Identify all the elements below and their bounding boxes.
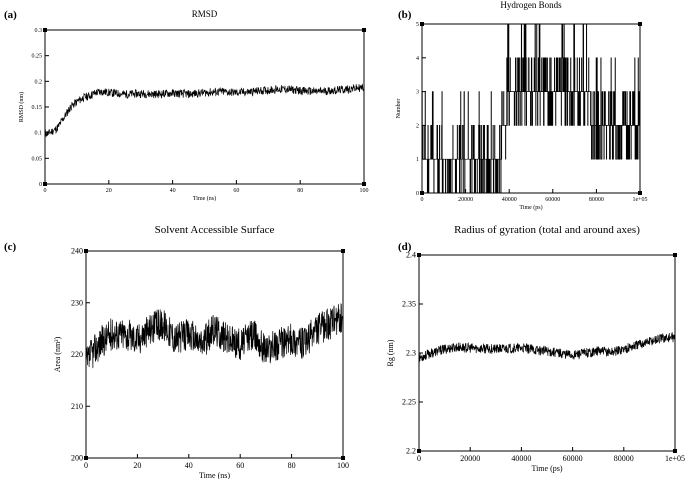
x-tick-label: 0: [417, 454, 421, 463]
x-tick-label: 0: [44, 188, 47, 194]
corner-marker: [417, 253, 421, 257]
corner-marker: [84, 456, 88, 460]
x-tick-label: 20: [106, 188, 112, 194]
panel-letter-c: (c): [4, 241, 17, 253]
chart-panel-3: Radius of gyration (total and around axe…: [386, 224, 685, 473]
y-tick-label: 5: [416, 22, 419, 28]
x-tick-label: 100: [337, 461, 349, 470]
chart-title: RMSD: [192, 9, 218, 19]
y-axis-label: RMSD (nm): [18, 92, 25, 122]
x-axis-label: Time (ps): [531, 464, 562, 473]
plot-frame: [44, 29, 365, 185]
x-tick-label: 1e+05: [665, 454, 685, 463]
panel-letter-d: (d): [398, 241, 412, 253]
y-tick-label: 0.15: [32, 105, 43, 111]
data-series-line: [44, 83, 365, 138]
chart-title: Radius of gyration (total and around axe…: [454, 224, 640, 236]
data-series-line: [85, 302, 344, 369]
x-tick-label: 80: [288, 461, 296, 470]
y-tick-label: 0.25: [32, 54, 43, 60]
y-tick-label: 2.2: [406, 447, 416, 456]
y-tick-label: 2.25: [402, 398, 416, 407]
y-tick-label: 2.4: [406, 251, 416, 260]
y-tick-label: 210: [71, 402, 83, 411]
corner-marker: [417, 449, 421, 453]
y-tick-label: 0: [416, 191, 419, 197]
corner-marker: [673, 253, 677, 257]
corner-marker: [362, 182, 366, 186]
x-tick-label: 1e+05: [632, 197, 647, 203]
x-tick-label: 80000: [614, 454, 634, 463]
plot-frame: [85, 250, 344, 459]
y-tick-label: 3: [416, 90, 419, 96]
y-tick-label: 230: [71, 298, 83, 307]
corner-marker: [84, 249, 88, 253]
x-tick-label: 40000: [511, 454, 531, 463]
y-tick-label: 0.05: [32, 156, 43, 162]
y-tick-label: 0.3: [35, 28, 43, 34]
x-tick-label: 40: [170, 188, 176, 194]
y-tick-label: 2: [416, 123, 419, 129]
x-tick-label: 60000: [545, 197, 560, 203]
y-tick-label: 0.2: [35, 79, 43, 85]
chart-panel-0: RMSD 0 20 40 60 80 100 0 0.05 0.1 0.15 0.2 0.25 0.3 Ti…: [18, 9, 369, 202]
y-tick-label: 4: [416, 56, 419, 62]
corner-marker: [420, 191, 424, 195]
y-tick-label: 220: [71, 350, 83, 359]
corner-marker: [638, 191, 642, 195]
y-tick-label: 0.1: [35, 131, 43, 137]
corner-marker: [673, 449, 677, 453]
data-series-line: [418, 332, 676, 363]
y-tick-label: 1: [416, 157, 419, 163]
y-tick-label: 2.3: [406, 349, 416, 358]
chart-title: Solvent Accessible Surface: [155, 224, 275, 236]
x-tick-label: 60: [236, 461, 244, 470]
x-tick-label: 20000: [460, 454, 480, 463]
x-tick-label: 80: [297, 188, 303, 194]
x-tick-label: 40: [185, 461, 193, 470]
x-axis-label: Time (ps): [519, 204, 542, 211]
corner-marker: [43, 182, 47, 186]
chart-title: Hydrogen Bonds: [500, 0, 562, 10]
x-axis-label: Time (ns): [193, 195, 216, 202]
x-tick-label: 20: [133, 461, 141, 470]
y-tick-label: 200: [71, 454, 83, 463]
x-tick-label: 60: [233, 188, 239, 194]
plot-frame: [418, 254, 676, 452]
x-axis-label: Time (ns): [199, 471, 230, 479]
y-axis-label: Number: [396, 99, 402, 119]
corner-marker: [362, 28, 366, 32]
x-tick-label: 100: [360, 188, 369, 194]
corner-marker: [341, 249, 345, 253]
x-tick-label: 0: [84, 461, 88, 470]
y-tick-label: 240: [71, 247, 83, 256]
y-axis-label: Area (nm²): [53, 336, 62, 372]
chart-panel-2: Solvent Accessible Surface 0 20 40 60 80 100 20…: [53, 224, 349, 479]
chart-panel-1: Hydrogen Bonds 0 20000 40000 60000 80000 1e+05…: [396, 0, 648, 211]
x-tick-label: 60000: [563, 454, 583, 463]
y-tick-label: 0: [39, 182, 42, 188]
corner-marker: [420, 22, 424, 26]
panel-letter-a: (a): [4, 9, 17, 21]
x-tick-label: 20000: [458, 197, 473, 203]
y-axis-label: Rg (nm): [386, 339, 395, 366]
x-tick-label: 80000: [589, 197, 604, 203]
panel-letter-b: (b): [398, 9, 412, 21]
corner-marker: [341, 456, 345, 460]
x-tick-label: 40000: [502, 197, 517, 203]
y-tick-label: 2.35: [402, 300, 416, 309]
data-series-line: [421, 23, 641, 194]
x-tick-label: 0: [421, 197, 424, 203]
corner-marker: [638, 22, 642, 26]
corner-marker: [43, 28, 47, 32]
